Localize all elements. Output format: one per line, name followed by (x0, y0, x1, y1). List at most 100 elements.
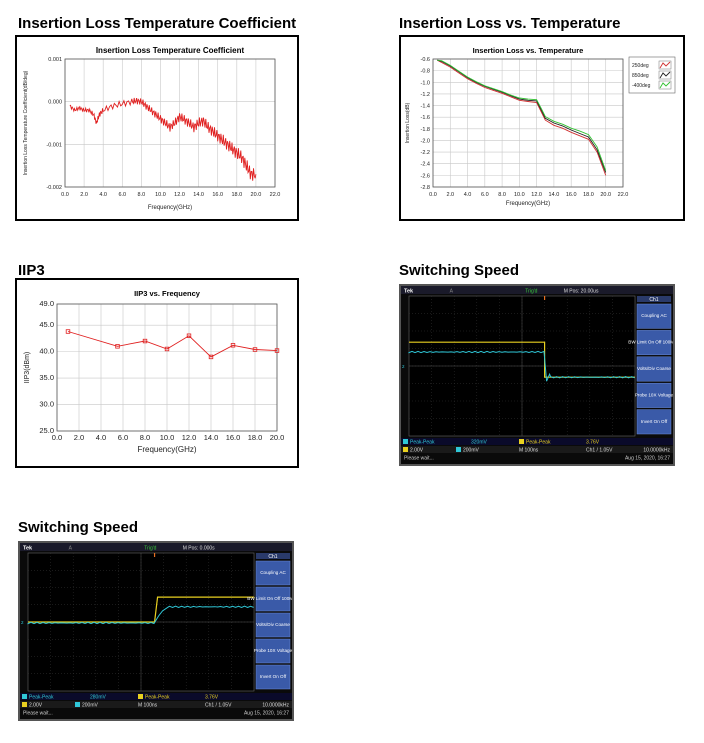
scope-trig-status: Trig'd (144, 546, 156, 552)
ilcoef-chart-frame: Insertion Loss Temperature Coefficient 0.… (15, 35, 299, 221)
x-tick-label: 0.0 (429, 192, 437, 198)
scope-meas1-badge (22, 694, 27, 699)
y-tick-label: -1.2 (421, 92, 430, 98)
scope-trigger: Ch1 / 1.05V (205, 703, 232, 709)
x-tick-label: 16.0 (212, 192, 223, 198)
y-tick-label: -2.8 (421, 185, 430, 191)
scope-meas2-value: 3.76V (205, 695, 219, 701)
scope-meas-row (401, 438, 673, 445)
x-axis-label: Frequency(GHz) (148, 205, 192, 211)
scope-menu-header: Ch1 (268, 554, 277, 560)
scope-top-bar (20, 543, 292, 551)
data-point (115, 344, 120, 349)
legend-swatch (659, 61, 671, 69)
scope-meas1-label: Peak-Peak (29, 695, 54, 701)
x-tick-label: 22.0 (618, 192, 629, 198)
legend-swatch (659, 81, 671, 89)
x-tick-label: 14.0 (193, 192, 204, 198)
data-point (208, 354, 214, 360)
y-tick-label: 25.0 (39, 426, 54, 435)
ilvt-chart-frame: Insertion Loss vs. Temperature 0.0 2.0 4.0 6… (399, 35, 685, 221)
scope-menu-button (636, 409, 672, 435)
scope-trig-status: Trig'd (525, 289, 537, 295)
scope-datetime: Aug 15, 2020, 16:27 (625, 456, 670, 462)
ilvt-chart: Insertion Loss vs. Temperature 0.0 2.0 4.0 6… (405, 46, 676, 207)
series-line-2 (437, 59, 607, 171)
scope-ch1-scale: 2.00V (29, 703, 43, 709)
plot-area (432, 58, 624, 188)
x-tick-label: 12.0 (531, 192, 542, 198)
scope-status-row (401, 454, 673, 461)
y-tick-label: -2.4 (421, 162, 430, 168)
scope-ch2-scale: 200mV (463, 448, 480, 454)
legend-swatch (659, 71, 671, 79)
x-tick-label: 0.0 (52, 433, 62, 442)
scope-meas2-badge (138, 694, 143, 699)
y-tick-label: -0.001 (46, 142, 62, 148)
scope-status: Please wait... (23, 711, 53, 717)
scope-freq: 10.0000kHz (262, 703, 289, 709)
scope-menu-label: Probe 10X Voltage (635, 392, 673, 397)
scope-mpos: M Pos: 20.00us (564, 289, 599, 295)
x-tick-label: 10.0 (155, 192, 166, 198)
x-tick-label: 8.0 (498, 192, 506, 198)
scope-marker: A (69, 546, 73, 552)
scope-scale-row (20, 701, 292, 708)
x-tick-label: 22.0 (270, 192, 281, 198)
scope-menu-button (636, 303, 672, 329)
scope-meas2-label: Peak-Peak (526, 440, 551, 446)
x-tick-label: 0.0 (61, 192, 69, 198)
scope-menu-header-bg (256, 553, 290, 559)
scope-ch1-badge (22, 702, 27, 707)
x-tick-label: 18.0 (583, 192, 594, 198)
scope-meas1-value: 280mV (90, 695, 107, 701)
data-point (65, 329, 71, 334)
x-tick-label: 2.0 (446, 192, 454, 198)
x-tick-label: 2.0 (74, 433, 84, 442)
iip3-chart: IIP3 vs. Frequency 0.0 2.0 4.0 6.0 8.0 10.0 12.… (24, 289, 284, 454)
data-point (164, 346, 170, 352)
x-tick-label: 16.0 (226, 433, 241, 442)
scope-ch2-marker: 2 (402, 364, 405, 369)
scope-trace-ch1 (28, 596, 254, 623)
x-axis-label: Frequency(GHz) (137, 445, 196, 454)
scope-menu-label: Invert On Off (260, 674, 287, 679)
scope-menu-label: BW Limit On Off 100MHz (628, 340, 673, 345)
x-tick-label: 18.0 (248, 433, 263, 442)
scope-menu-label: Volts/Div Coarse (256, 622, 290, 627)
y-axis-label: Insertion Loss(dB) (405, 102, 411, 143)
scope-scale-row (401, 446, 673, 453)
legend-label: 250deg (632, 63, 649, 69)
scope-menu-button (255, 560, 291, 586)
x-tick-label: 4.0 (464, 192, 472, 198)
x-tick-label: 2.0 (80, 192, 88, 198)
scope-meas1-value: 320mV (471, 440, 488, 446)
scope-menu-header: Ch1 (649, 297, 658, 303)
data-point (252, 347, 258, 352)
y-tick-label: 0.000 (48, 100, 62, 106)
scope-2-frame: Tek Trig'd M Pos: 0.000s A 2 Ch1 Coupling AC BW… (18, 541, 294, 721)
scope-status: Please wait... (404, 456, 434, 462)
scope-ch1-badge (403, 447, 408, 452)
data-point (186, 333, 192, 338)
y-tick-label: -1.8 (421, 127, 430, 133)
x-tick-label: 12.0 (182, 433, 197, 442)
y-tick-label: 0.001 (48, 57, 62, 63)
x-tick-label: 14.0 (204, 433, 219, 442)
scope-menu-button (636, 330, 672, 356)
section-title-ss1: Switching Speed (399, 262, 520, 279)
chart-title: Insertion Loss vs. Temperature (473, 46, 584, 55)
scope-menu-label: Coupling AC (641, 313, 667, 318)
y-tick-label: -0.8 (421, 69, 430, 75)
scope-meas2-badge (519, 439, 524, 444)
data-point (274, 348, 280, 353)
y-tick-label: -2.6 (421, 173, 430, 179)
x-axis-label: Frequency(GHz) (506, 201, 550, 207)
scope-tek-logo: Tek (404, 289, 414, 295)
x-tick-label: 6.0 (481, 192, 489, 198)
scope-menu-button (255, 612, 291, 638)
scope-menu-label: Invert On Off (641, 419, 668, 424)
scope-1-frame: Tek Trig'd M Pos: 20.00us A 2 Ch1 Coupling AC B… (399, 284, 675, 466)
y-tick-label: -0.002 (46, 185, 62, 191)
series-line-1 (437, 59, 607, 173)
